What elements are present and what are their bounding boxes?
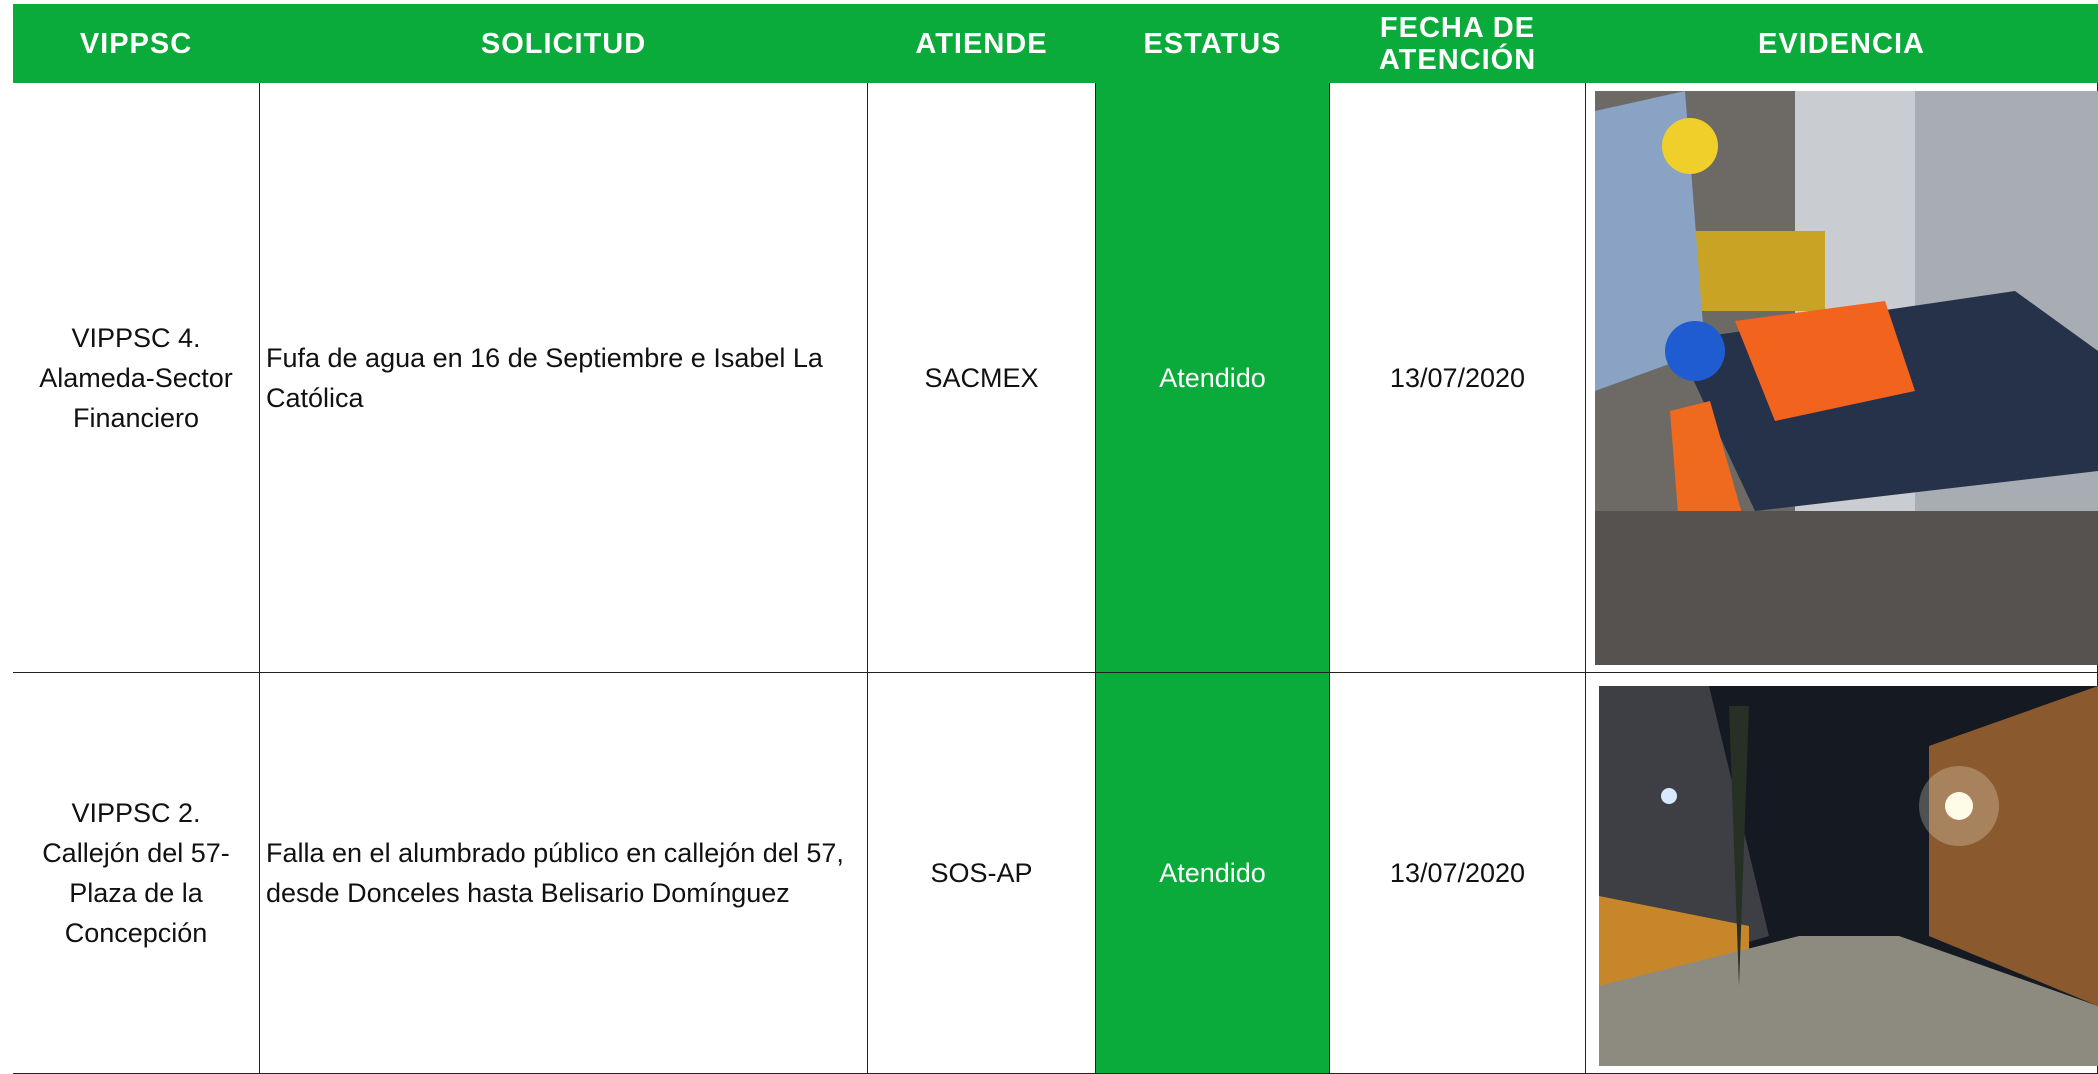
attended-by-cell: SACMEX: [868, 83, 1096, 673]
date-cell: 13/07/2020: [1330, 83, 1586, 673]
evidence-photo: [1599, 686, 2098, 1066]
status-cell: Atendido: [1096, 673, 1330, 1074]
zone-cell: VIPPSC 4. Alameda-Sector Financiero: [13, 83, 260, 673]
attended-by-cell: SOS-AP: [868, 673, 1096, 1074]
status-cell: Atendido: [1096, 83, 1330, 673]
evidence-photo: [1595, 91, 2098, 665]
column-header: ATIENDE: [868, 4, 1096, 83]
column-header: ESTATUS: [1096, 4, 1330, 83]
column-header: VIPPSC: [13, 4, 260, 83]
column-header: SOLICITUD: [260, 4, 868, 83]
request-cell: Falla en el alumbrado público en callejó…: [260, 673, 868, 1074]
column-header: FECHA DE ATENCIÓN: [1330, 4, 1586, 83]
date-cell: 13/07/2020: [1330, 673, 1586, 1074]
request-cell: Fufa de agua en 16 de Septiembre e Isabe…: [260, 83, 868, 673]
zone-cell: VIPPSC 2. Callejón del 57-Plaza de la Co…: [13, 673, 260, 1074]
column-header: EVIDENCIA: [1586, 4, 2098, 83]
